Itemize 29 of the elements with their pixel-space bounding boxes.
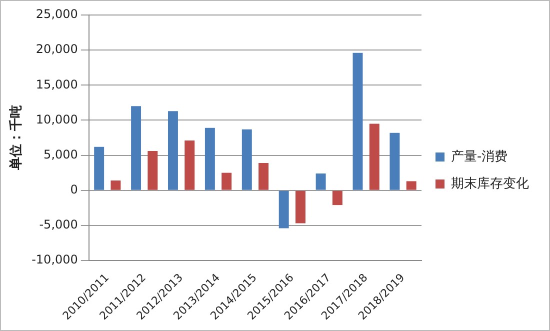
bar [316, 173, 326, 190]
y-tick-label: -5,000 [39, 218, 78, 232]
bar [258, 162, 269, 190]
bar [369, 124, 380, 190]
bar [406, 181, 416, 190]
bar [295, 190, 306, 224]
bar [390, 132, 400, 190]
bar [110, 180, 121, 190]
y-tick-label: -10,000 [32, 252, 78, 267]
bar [222, 172, 232, 190]
y-tick-label: 15,000 [36, 77, 78, 92]
bar [352, 52, 363, 190]
bar [242, 129, 252, 190]
y-tick-label: 25,000 [36, 7, 78, 22]
y-tick-label: 20,000 [36, 42, 78, 56]
y-axis-title: 单位：千吨 [8, 105, 24, 172]
bar [204, 128, 215, 190]
bar [332, 190, 342, 206]
bar [278, 190, 289, 228]
bar [184, 140, 195, 190]
bar [94, 146, 104, 190]
y-tick-label: 10,000 [36, 112, 78, 126]
bar [131, 106, 142, 190]
bar [148, 151, 158, 190]
legend-label: 期末库存变化 [451, 176, 529, 192]
bar [168, 111, 178, 190]
y-tick-label: 5,000 [44, 147, 78, 162]
y-tick-label: 0 [70, 182, 78, 196]
legend-label: 产量-消费 [451, 149, 508, 164]
